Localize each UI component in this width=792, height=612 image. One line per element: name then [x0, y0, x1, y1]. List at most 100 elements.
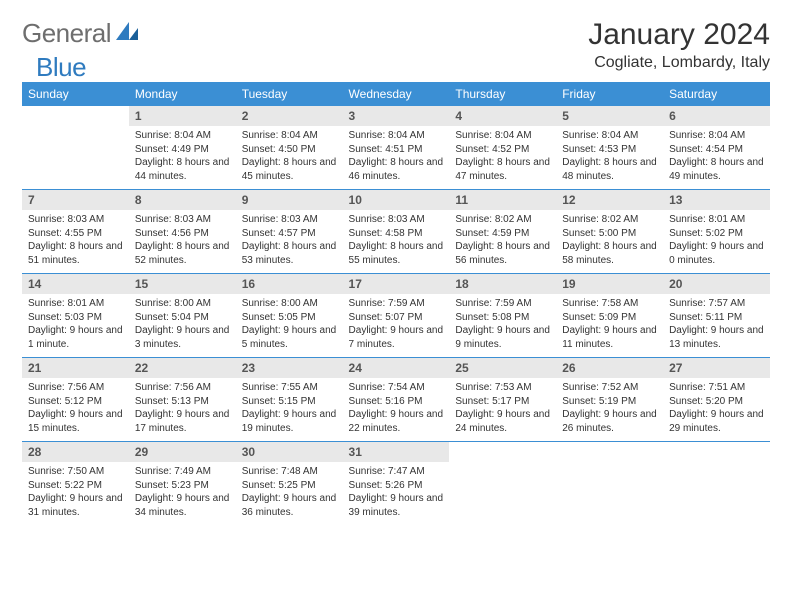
day-body: Sunrise: 7:56 AMSunset: 5:12 PMDaylight:…: [22, 378, 129, 441]
sunrise: Sunrise: 8:04 AM: [562, 129, 657, 143]
sunset: Sunset: 5:15 PM: [242, 395, 337, 409]
daylight: Daylight: 9 hours and 17 minutes.: [135, 408, 230, 435]
day-number: 11: [449, 190, 556, 210]
day-number: 6: [663, 106, 770, 126]
day-cell: 16Sunrise: 8:00 AMSunset: 5:05 PMDayligh…: [236, 274, 343, 358]
day-cell: 31Sunrise: 7:47 AMSunset: 5:26 PMDayligh…: [343, 442, 450, 526]
daylight: Daylight: 9 hours and 7 minutes.: [349, 324, 444, 351]
daylight: Daylight: 9 hours and 13 minutes.: [669, 324, 764, 351]
day-number: 9: [236, 190, 343, 210]
sunrise: Sunrise: 8:00 AM: [242, 297, 337, 311]
day-cell: 15Sunrise: 8:00 AMSunset: 5:04 PMDayligh…: [129, 274, 236, 358]
day-cell: 6Sunrise: 8:04 AMSunset: 4:54 PMDaylight…: [663, 106, 770, 190]
day-body: Sunrise: 7:48 AMSunset: 5:25 PMDaylight:…: [236, 462, 343, 525]
day-number: 1: [129, 106, 236, 126]
sunset: Sunset: 5:22 PM: [28, 479, 123, 493]
day-body: Sunrise: 8:01 AMSunset: 5:02 PMDaylight:…: [663, 210, 770, 273]
day-cell: .: [663, 442, 770, 526]
sunrise: Sunrise: 8:02 AM: [455, 213, 550, 227]
day-cell: 25Sunrise: 7:53 AMSunset: 5:17 PMDayligh…: [449, 358, 556, 442]
daylight: Daylight: 8 hours and 49 minutes.: [669, 156, 764, 183]
daylight: Daylight: 9 hours and 31 minutes.: [28, 492, 123, 519]
sunrise: Sunrise: 8:02 AM: [562, 213, 657, 227]
day-cell: 8Sunrise: 8:03 AMSunset: 4:56 PMDaylight…: [129, 190, 236, 274]
day-number: 18: [449, 274, 556, 294]
day-number: 27: [663, 358, 770, 378]
day-cell: 26Sunrise: 7:52 AMSunset: 5:19 PMDayligh…: [556, 358, 663, 442]
day-number: 2: [236, 106, 343, 126]
day-cell: 22Sunrise: 7:56 AMSunset: 5:13 PMDayligh…: [129, 358, 236, 442]
sunset: Sunset: 5:02 PM: [669, 227, 764, 241]
sunrise: Sunrise: 7:59 AM: [455, 297, 550, 311]
sunset: Sunset: 4:52 PM: [455, 143, 550, 157]
daylight: Daylight: 9 hours and 3 minutes.: [135, 324, 230, 351]
day-body: Sunrise: 7:54 AMSunset: 5:16 PMDaylight:…: [343, 378, 450, 441]
day-number: 24: [343, 358, 450, 378]
day-body: Sunrise: 8:01 AMSunset: 5:03 PMDaylight:…: [22, 294, 129, 357]
day-cell: .: [22, 106, 129, 190]
day-number: 28: [22, 442, 129, 462]
month-title: January 2024: [588, 18, 770, 52]
sunset: Sunset: 4:57 PM: [242, 227, 337, 241]
location: Cogliate, Lombardy, Italy: [588, 54, 770, 72]
daylight: Daylight: 8 hours and 51 minutes.: [28, 240, 123, 267]
day-number: 17: [343, 274, 450, 294]
sunset: Sunset: 5:11 PM: [669, 311, 764, 325]
logo-general: General: [22, 18, 111, 49]
sunrise: Sunrise: 7:59 AM: [349, 297, 444, 311]
day-cell: 5Sunrise: 8:04 AMSunset: 4:53 PMDaylight…: [556, 106, 663, 190]
day-body: Sunrise: 7:53 AMSunset: 5:17 PMDaylight:…: [449, 378, 556, 441]
daylight: Daylight: 8 hours and 47 minutes.: [455, 156, 550, 183]
day-header: Monday: [129, 82, 236, 106]
day-cell: 9Sunrise: 8:03 AMSunset: 4:57 PMDaylight…: [236, 190, 343, 274]
day-body: Sunrise: 8:04 AMSunset: 4:51 PMDaylight:…: [343, 126, 450, 189]
day-number: 31: [343, 442, 450, 462]
day-cell: .: [449, 442, 556, 526]
sunset: Sunset: 4:53 PM: [562, 143, 657, 157]
sunset: Sunset: 4:58 PM: [349, 227, 444, 241]
day-body: Sunrise: 8:03 AMSunset: 4:57 PMDaylight:…: [236, 210, 343, 273]
daylight: Daylight: 9 hours and 24 minutes.: [455, 408, 550, 435]
day-number: 3: [343, 106, 450, 126]
sunset: Sunset: 4:51 PM: [349, 143, 444, 157]
day-cell: 10Sunrise: 8:03 AMSunset: 4:58 PMDayligh…: [343, 190, 450, 274]
day-body: Sunrise: 7:59 AMSunset: 5:07 PMDaylight:…: [343, 294, 450, 357]
day-header: Sunday: [22, 82, 129, 106]
day-number: 10: [343, 190, 450, 210]
daylight: Daylight: 9 hours and 39 minutes.: [349, 492, 444, 519]
day-body: Sunrise: 7:49 AMSunset: 5:23 PMDaylight:…: [129, 462, 236, 525]
day-header-row: Sunday Monday Tuesday Wednesday Thursday…: [22, 82, 770, 106]
daylight: Daylight: 9 hours and 1 minute.: [28, 324, 123, 351]
sunset: Sunset: 4:55 PM: [28, 227, 123, 241]
day-body: Sunrise: 8:00 AMSunset: 5:04 PMDaylight:…: [129, 294, 236, 357]
day-body: Sunrise: 7:59 AMSunset: 5:08 PMDaylight:…: [449, 294, 556, 357]
sunrise: Sunrise: 7:50 AM: [28, 465, 123, 479]
day-body: Sunrise: 8:04 AMSunset: 4:50 PMDaylight:…: [236, 126, 343, 189]
sunrise: Sunrise: 7:53 AM: [455, 381, 550, 395]
day-header: Friday: [556, 82, 663, 106]
day-cell: 7Sunrise: 8:03 AMSunset: 4:55 PMDaylight…: [22, 190, 129, 274]
sunrise: Sunrise: 7:49 AM: [135, 465, 230, 479]
daylight: Daylight: 9 hours and 15 minutes.: [28, 408, 123, 435]
sunset: Sunset: 5:17 PM: [455, 395, 550, 409]
day-cell: 17Sunrise: 7:59 AMSunset: 5:07 PMDayligh…: [343, 274, 450, 358]
daylight: Daylight: 8 hours and 46 minutes.: [349, 156, 444, 183]
day-number: 26: [556, 358, 663, 378]
day-cell: 19Sunrise: 7:58 AMSunset: 5:09 PMDayligh…: [556, 274, 663, 358]
sunrise: Sunrise: 8:04 AM: [669, 129, 764, 143]
day-number: 5: [556, 106, 663, 126]
sunrise: Sunrise: 8:04 AM: [135, 129, 230, 143]
day-header: Thursday: [449, 82, 556, 106]
daylight: Daylight: 8 hours and 58 minutes.: [562, 240, 657, 267]
day-cell: 24Sunrise: 7:54 AMSunset: 5:16 PMDayligh…: [343, 358, 450, 442]
sunset: Sunset: 5:13 PM: [135, 395, 230, 409]
sunset: Sunset: 5:25 PM: [242, 479, 337, 493]
sunrise: Sunrise: 8:03 AM: [135, 213, 230, 227]
day-body: Sunrise: 8:02 AMSunset: 4:59 PMDaylight:…: [449, 210, 556, 273]
day-cell: 20Sunrise: 7:57 AMSunset: 5:11 PMDayligh…: [663, 274, 770, 358]
sunset: Sunset: 4:49 PM: [135, 143, 230, 157]
sunset: Sunset: 5:05 PM: [242, 311, 337, 325]
day-number: 14: [22, 274, 129, 294]
sunrise: Sunrise: 7:57 AM: [669, 297, 764, 311]
calendar-table: Sunday Monday Tuesday Wednesday Thursday…: [22, 82, 770, 525]
